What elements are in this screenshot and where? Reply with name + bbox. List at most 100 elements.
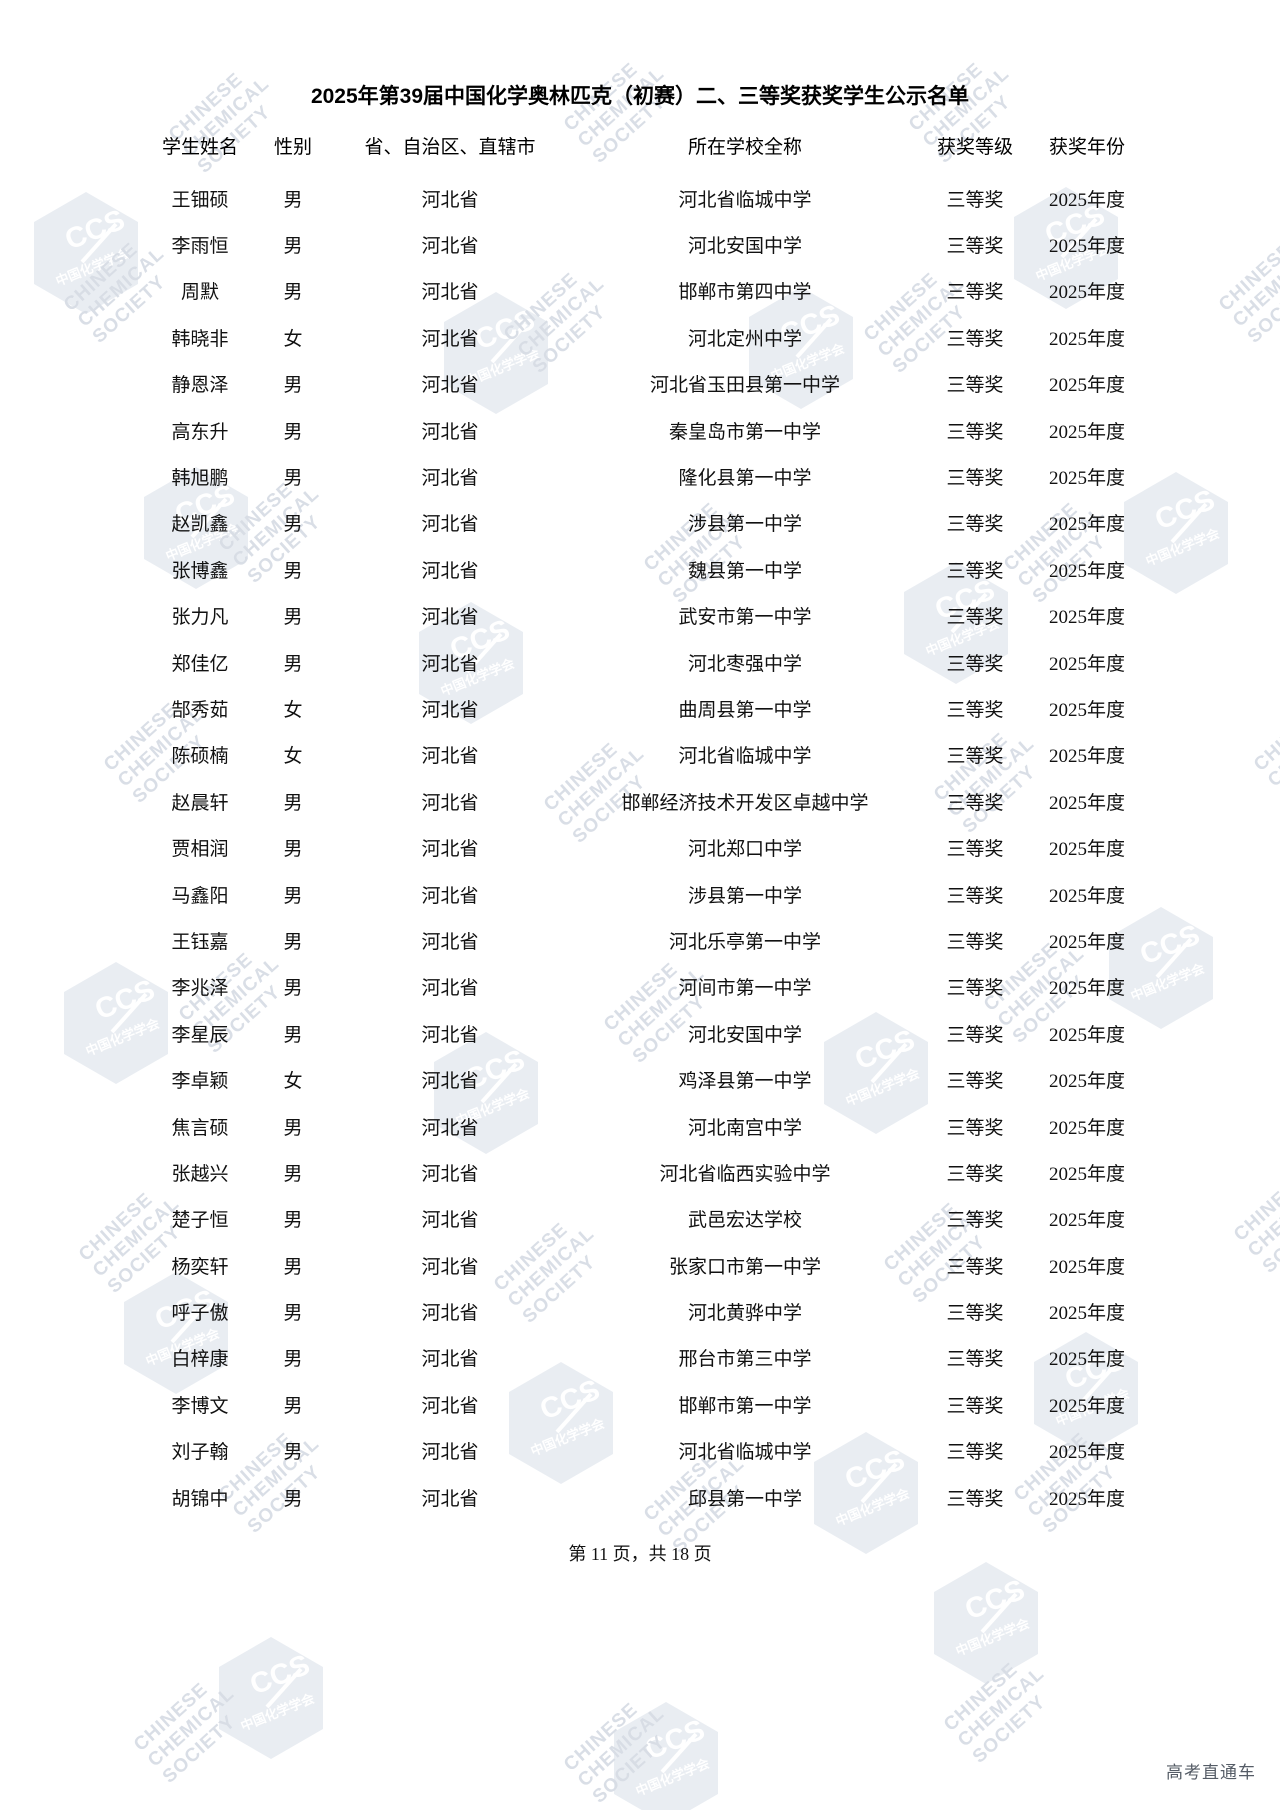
column-header-level: 获奖等级 (936, 137, 1013, 158)
cell-name: 郑佳亿 (171, 653, 229, 675)
cell-name: 马鑫阳 (171, 885, 229, 907)
cell-year: 2025年度 (1048, 792, 1125, 814)
cell-province: 河北省 (421, 1163, 479, 1185)
cell-year: 2025年度 (1048, 560, 1125, 582)
cell-name: 白梓康 (171, 1349, 229, 1371)
svg-text:CCS: CCS (961, 1574, 1030, 1627)
cell-school: 河北省临城中学 (678, 189, 812, 211)
cell-province: 河北省 (421, 931, 479, 953)
ccs-text-watermark: CHINESE CHEMICAL SOCIETY (130, 1678, 240, 1788)
cell-province: 河北省 (421, 514, 479, 536)
cell-school: 张家口市第一中学 (668, 1256, 821, 1278)
page-title: 2025年第39届中国化学奥林匹克（初赛）二、三等奖获奖学生公示名单 (310, 85, 970, 108)
column-header-year: 获奖年份 (1048, 137, 1125, 158)
cell-name: 王钿硕 (171, 189, 229, 211)
cell-province: 河北省 (421, 375, 479, 397)
cell-year: 2025年度 (1048, 1349, 1125, 1371)
ccs-text-watermark: CHINESE CHEMICAL SOCIETY (560, 1698, 670, 1808)
cell-level: 三等奖 (946, 1349, 1004, 1371)
cell-level: 三等奖 (946, 1117, 1004, 1139)
cell-province: 河北省 (421, 885, 479, 907)
cell-level: 三等奖 (946, 653, 1004, 675)
table-row: 周默 男 河北省 邯郸市第四中学 三等奖 2025年度 (140, 268, 1140, 314)
table-row: 白梓康 男 河北省 邢台市第三中学 三等奖 2025年度 (140, 1335, 1140, 1381)
cell-level: 三等奖 (946, 839, 1004, 861)
cell-school: 河北枣强中学 (687, 653, 802, 675)
cell-year: 2025年度 (1048, 1024, 1125, 1046)
cell-gender: 男 (283, 1303, 303, 1325)
cell-province: 河北省 (421, 1349, 479, 1371)
cell-province: 河北省 (421, 189, 479, 211)
cell-province: 河北省 (421, 1117, 479, 1139)
cell-level: 三等奖 (946, 1442, 1004, 1464)
cell-gender: 男 (283, 1442, 303, 1464)
cell-school: 隆化县第一中学 (678, 468, 812, 490)
table-row: 焦言硕 男 河北省 河北南宫中学 三等奖 2025年度 (140, 1103, 1140, 1149)
table-row: 郑佳亿 男 河北省 河北枣强中学 三等奖 2025年度 (140, 639, 1140, 685)
cell-province: 河北省 (421, 282, 479, 304)
cell-school: 曲周县第一中学 (678, 699, 812, 721)
table-row: 陈硕楠 女 河北省 河北省临城中学 三等奖 2025年度 (140, 732, 1140, 778)
cell-level: 三等奖 (946, 978, 1004, 1000)
cell-school: 武邑宏达学校 (687, 1210, 802, 1232)
cell-level: 三等奖 (946, 607, 1004, 629)
cell-school: 邯郸市第四中学 (678, 282, 812, 304)
cell-level: 三等奖 (946, 1071, 1004, 1093)
cell-level: 三等奖 (946, 1395, 1004, 1417)
cell-gender: 男 (283, 1488, 303, 1510)
award-roster-table: 学生姓名 性别 省、自治区、直辖市 所在学校全称 获奖等级 获奖年份 王钿硕男河… (140, 132, 1140, 1520)
cell-gender: 男 (283, 421, 303, 443)
table-header-row: 学生姓名 性别 省、自治区、直辖市 所在学校全称 获奖等级 获奖年份 (140, 132, 1140, 175)
cell-province: 河北省 (421, 421, 479, 443)
cell-year: 2025年度 (1048, 421, 1125, 443)
cell-gender: 男 (283, 839, 303, 861)
cell-gender: 男 (283, 653, 303, 675)
svg-text:中国化学学会: 中国化学学会 (634, 1755, 713, 1799)
cell-level: 三等奖 (946, 514, 1004, 536)
cell-year: 2025年度 (1048, 978, 1125, 1000)
cell-gender: 男 (283, 1024, 303, 1046)
cell-gender: 男 (283, 282, 303, 304)
column-header-province: 省、自治区、直辖市 (364, 137, 536, 158)
cell-level: 三等奖 (946, 421, 1004, 443)
column-header-name: 学生姓名 (161, 137, 238, 158)
cell-year: 2025年度 (1048, 746, 1125, 768)
corner-watermark-label: 高考直通车 (1166, 1763, 1256, 1782)
cell-gender: 女 (283, 699, 303, 721)
cell-name: 李雨恒 (171, 236, 229, 258)
cell-year: 2025年度 (1048, 1117, 1125, 1139)
table-row: 杨奕轩 男 河北省 张家口市第一中学 三等奖 2025年度 (140, 1242, 1140, 1288)
cell-school: 河北省临西实验中学 (659, 1163, 831, 1185)
cell-gender: 男 (283, 978, 303, 1000)
cell-year: 2025年度 (1048, 282, 1125, 304)
cell-school: 河北郑口中学 (687, 839, 802, 861)
cell-school: 邢台市第三中学 (678, 1349, 812, 1371)
cell-year: 2025年度 (1048, 1488, 1125, 1510)
cell-province: 河北省 (421, 1024, 479, 1046)
cell-gender: 男 (283, 468, 303, 490)
cell-level: 三等奖 (946, 1210, 1004, 1232)
cell-gender: 男 (283, 236, 303, 258)
cell-province: 河北省 (421, 1395, 479, 1417)
cell-name: 陈硕楠 (171, 746, 229, 768)
table-row: 贾相润 男 河北省 河北郑口中学 三等奖 2025年度 (140, 824, 1140, 870)
cell-name: 李卓颖 (171, 1071, 229, 1093)
cell-gender: 男 (283, 514, 303, 536)
cell-name: 李星辰 (171, 1024, 229, 1046)
table-row: 呼子傲 男 河北省 河北黄骅中学 三等奖 2025年度 (140, 1288, 1140, 1334)
cell-province: 河北省 (421, 1071, 479, 1093)
table-row: 韩晓非 女 河北省 河北定州中学 三等奖 2025年度 (140, 314, 1140, 360)
cell-school: 河北省临城中学 (678, 746, 812, 768)
cell-year: 2025年度 (1048, 189, 1125, 211)
cell-province: 河北省 (421, 792, 479, 814)
cell-gender: 男 (283, 931, 303, 953)
column-header-gender: 性别 (273, 137, 312, 158)
cell-level: 三等奖 (946, 236, 1004, 258)
cell-year: 2025年度 (1048, 236, 1125, 258)
svg-text:中国化学学会: 中国化学学会 (954, 1615, 1033, 1659)
svg-text:CCS: CCS (641, 1714, 710, 1767)
cell-school: 邯郸市第一中学 (678, 1395, 812, 1417)
cell-gender: 男 (283, 1210, 303, 1232)
cell-gender: 女 (283, 328, 303, 350)
cell-province: 河北省 (421, 1488, 479, 1510)
